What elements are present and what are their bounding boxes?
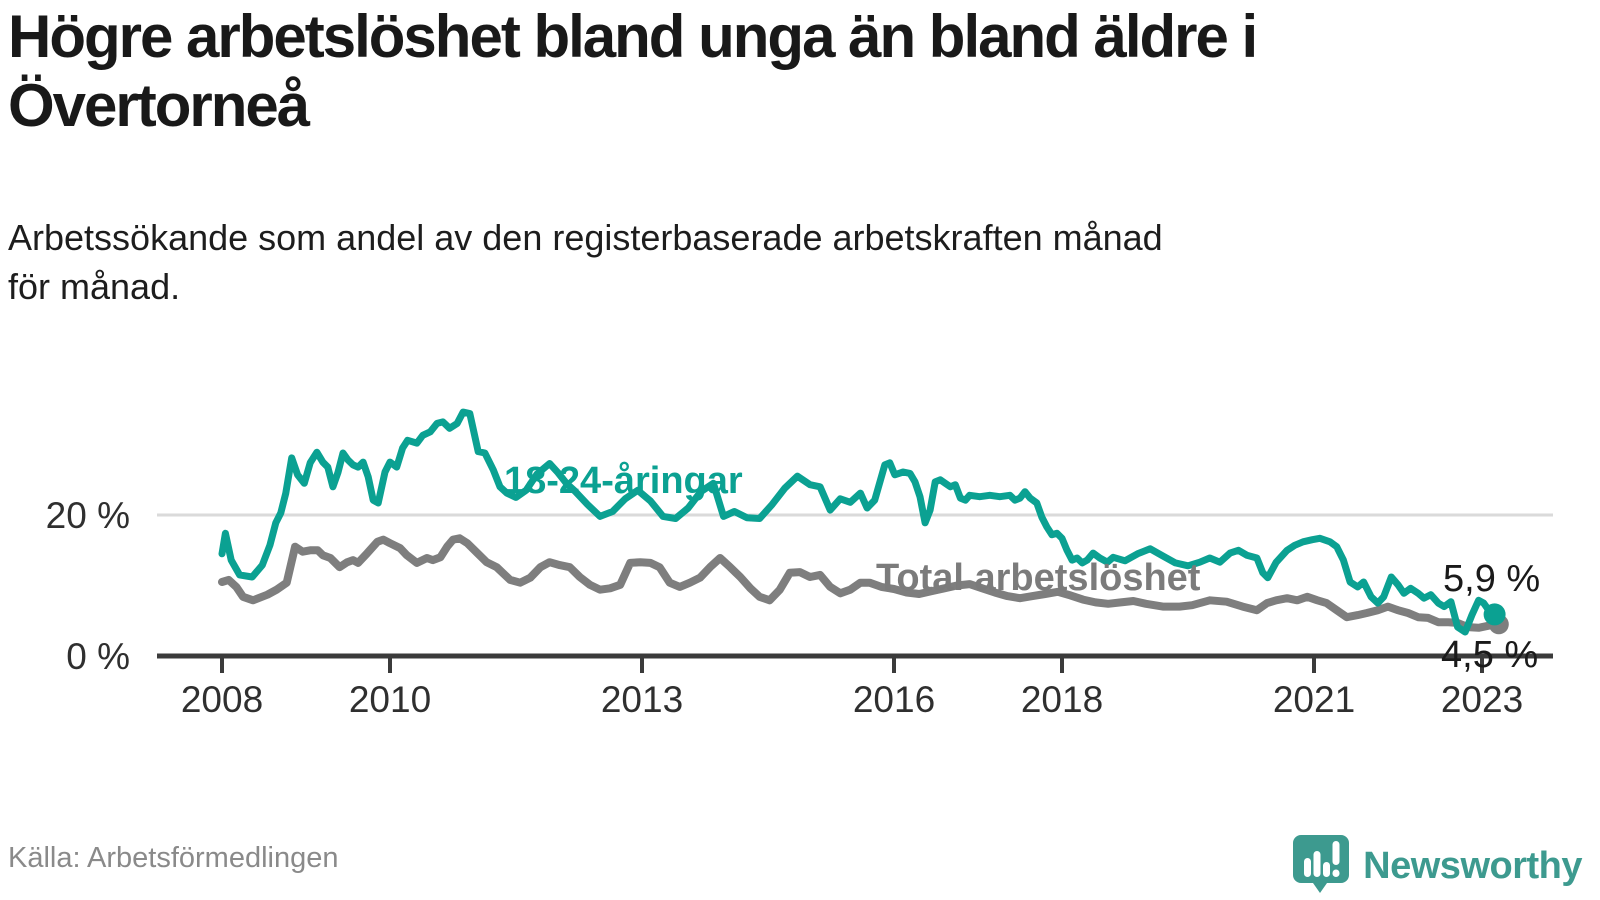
brand-name: Newsworthy bbox=[1363, 845, 1582, 887]
end-value-label-total: 4,5 % bbox=[1441, 634, 1539, 676]
brand-lockup: Newsworthy bbox=[1293, 833, 1582, 900]
page-title: Högre arbetslöshet bland unga än bland ä… bbox=[8, 2, 1588, 140]
title-line-2: Övertorneå bbox=[8, 72, 310, 139]
subtitle-line-1: Arbetssökande som andel av den registerb… bbox=[8, 217, 1163, 258]
x-tick-label-2021: 2021 bbox=[1273, 679, 1355, 720]
x-tick-label-2013: 2013 bbox=[601, 679, 683, 720]
series-line-18-24-aringar bbox=[218, 408, 1499, 636]
source-attribution: Källa: Arbetsförmedlingen bbox=[8, 842, 339, 874]
title-line-1: Högre arbetslöshet bland unga än bland ä… bbox=[8, 3, 1258, 70]
y-tick-label-0: 0 % bbox=[66, 636, 130, 677]
series-end-dot-18-24-aringar bbox=[1483, 603, 1506, 626]
x-tick-label-2008: 2008 bbox=[181, 679, 263, 720]
x-tick-label-2023: 2023 bbox=[1441, 679, 1523, 720]
x-tick-label-2018: 2018 bbox=[1021, 679, 1103, 720]
subtitle-line-2: för månad. bbox=[8, 266, 181, 307]
newsworthy-logo-icon bbox=[1293, 833, 1351, 900]
logo-bubble bbox=[1293, 835, 1350, 893]
end-value-label-youth: 5,9 % bbox=[1443, 558, 1541, 600]
x-tick-label-2010: 2010 bbox=[349, 679, 431, 720]
series-label-youth: 18-24-åringar bbox=[504, 460, 743, 502]
x-tick-label-2016: 2016 bbox=[853, 679, 935, 720]
chart-subtitle: Arbetssökande som andel av den registerb… bbox=[8, 213, 1588, 311]
y-tick-label-20: 20 % bbox=[46, 495, 130, 536]
series-line-total-arbetsloshet bbox=[218, 534, 1503, 632]
series-label-total: Total arbetslöshet bbox=[876, 557, 1201, 599]
